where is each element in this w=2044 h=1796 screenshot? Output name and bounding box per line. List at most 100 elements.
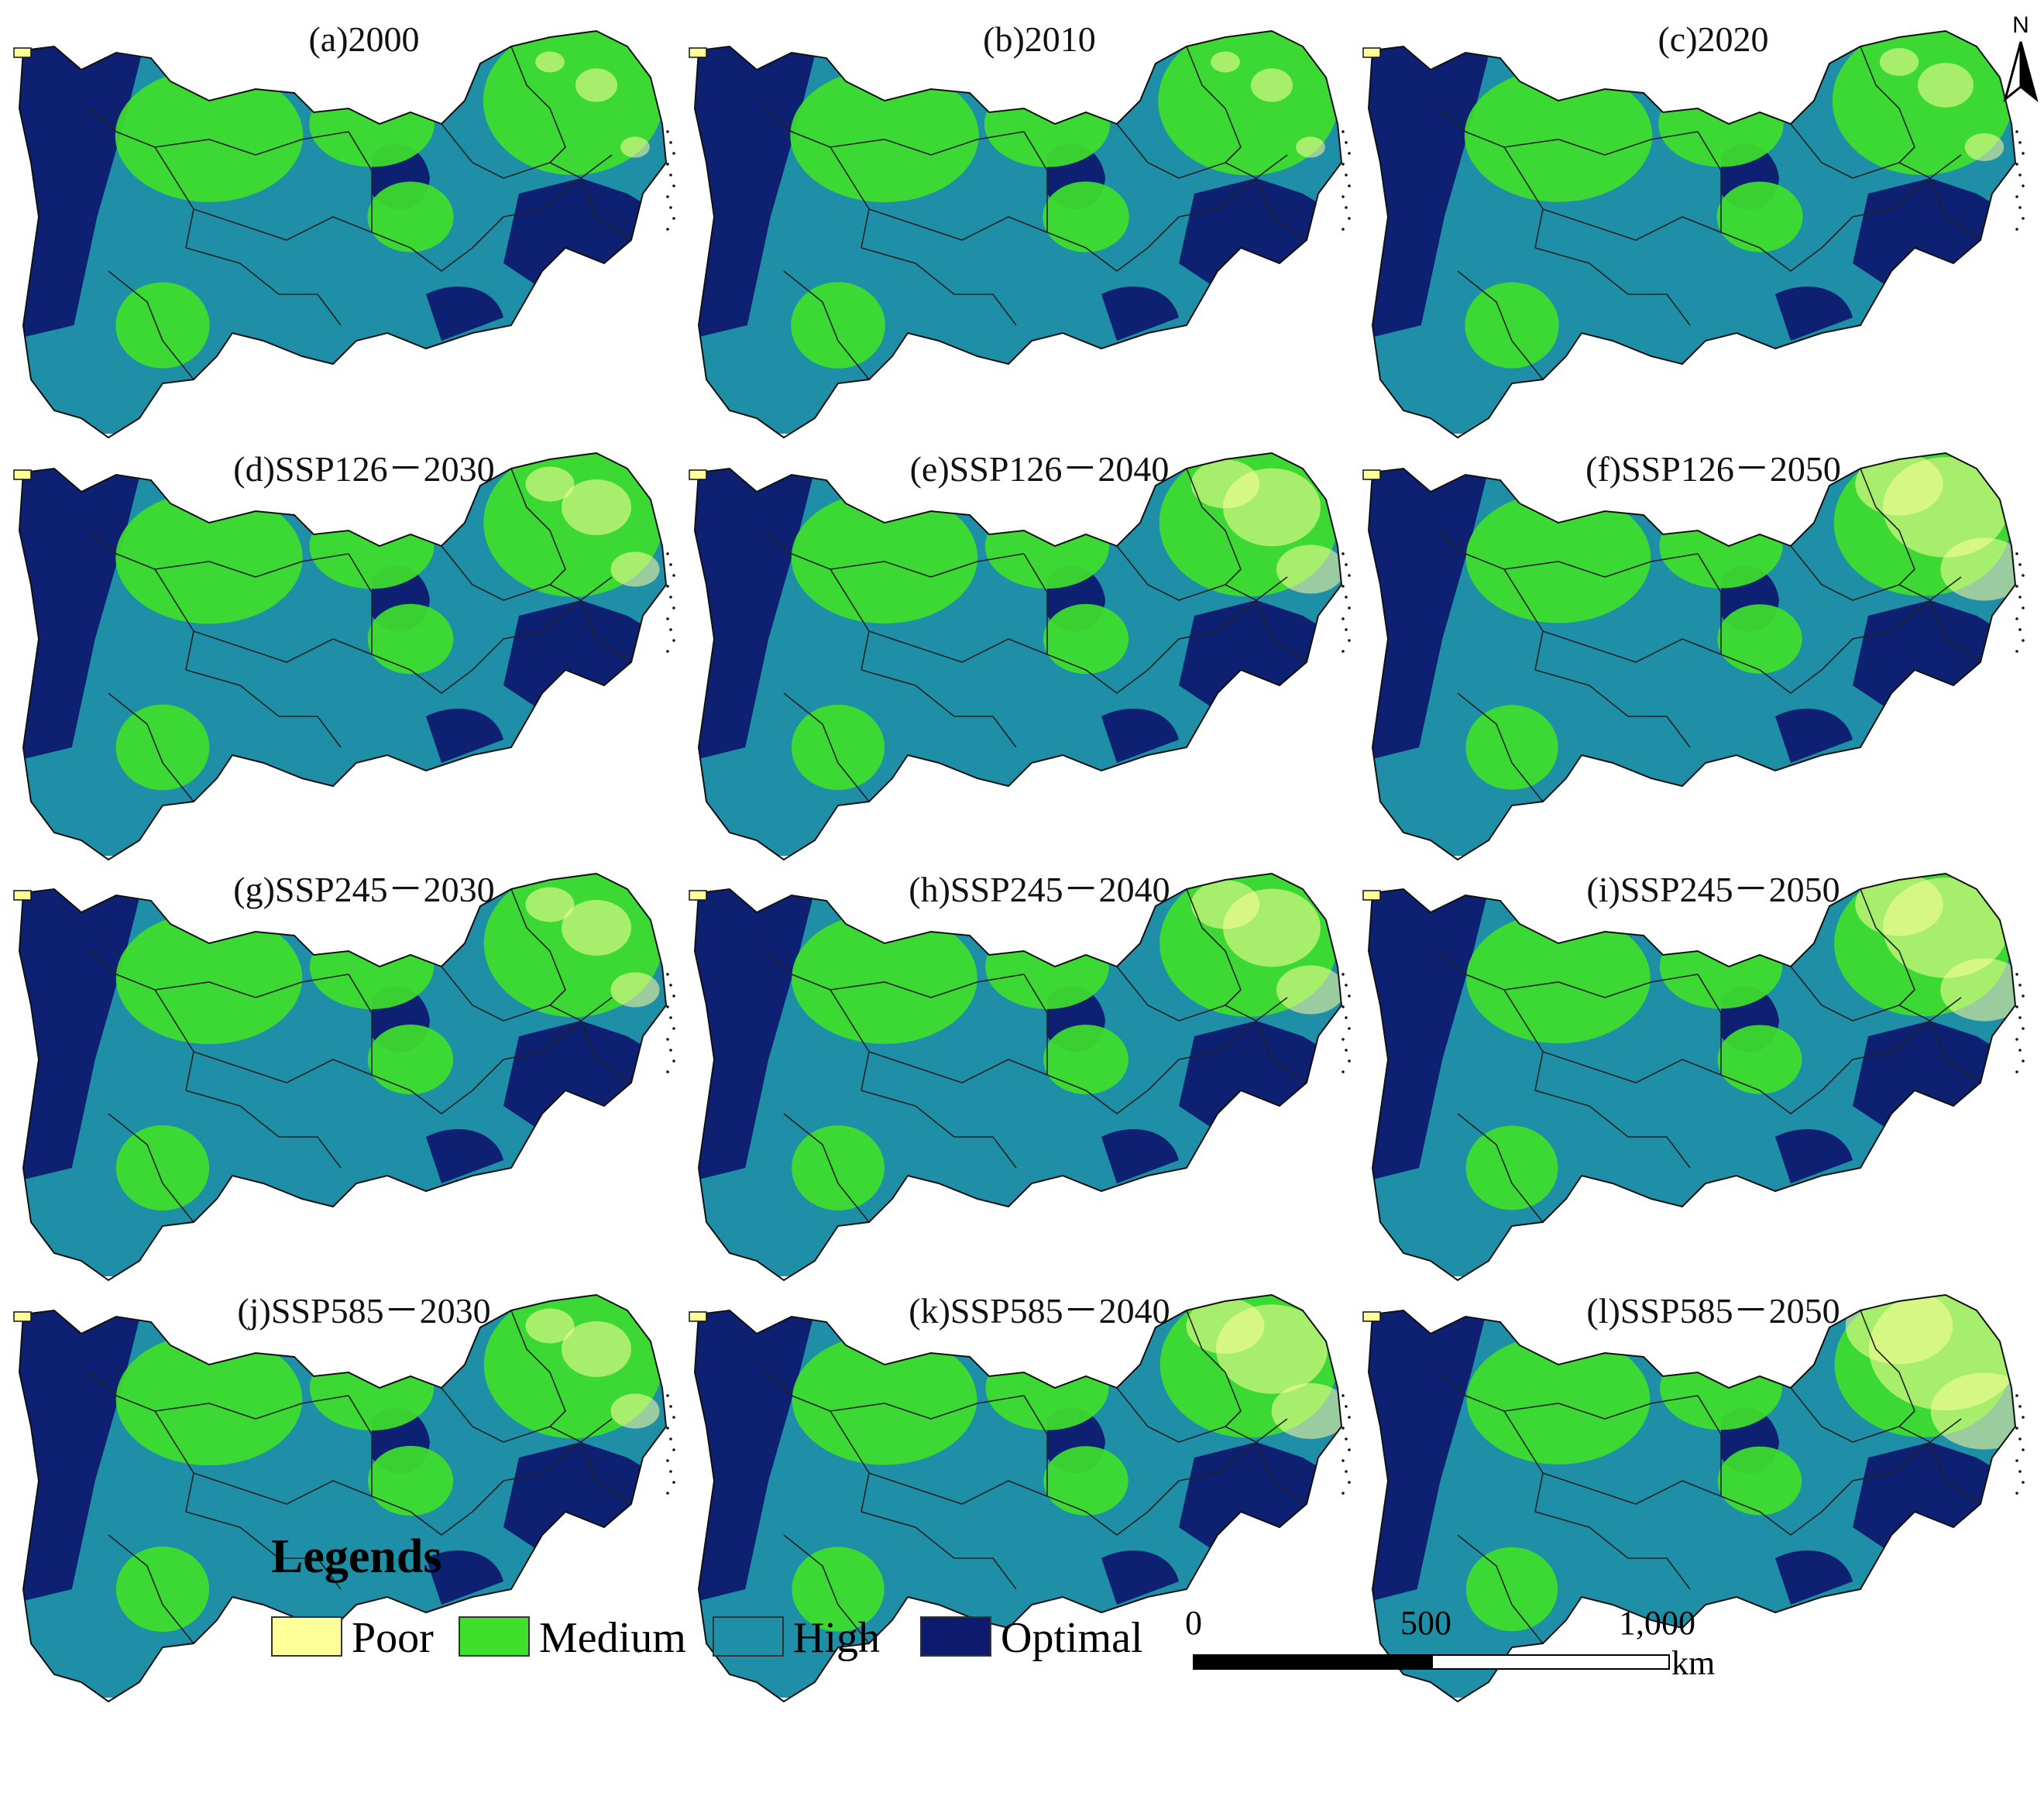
province-boundary — [1116, 545, 1288, 601]
island — [1348, 217, 1351, 220]
panel-title: (a)2000 — [308, 19, 420, 59]
island — [1345, 1049, 1348, 1052]
province-boundary — [1186, 888, 1242, 1006]
map-panel: (h)SSP245－2040 — [683, 858, 1351, 1282]
zone-medium-basin — [1466, 1334, 1651, 1465]
island — [2015, 585, 2018, 588]
province-boundary — [783, 1113, 870, 1223]
province-boundary — [88, 1372, 194, 1513]
island — [2018, 1470, 2022, 1473]
province-boundary — [783, 270, 870, 380]
province-boundary — [861, 247, 1017, 326]
province-boundary — [1860, 468, 1915, 586]
province-boundary — [1503, 553, 1699, 578]
province-boundary — [1186, 1310, 1242, 1427]
island — [666, 1038, 669, 1041]
map-panel: (c)2020 — [1357, 15, 2025, 439]
island — [669, 1405, 672, 1408]
province-boundary — [1457, 692, 1544, 802]
panel-title: (d)SSP126－2030 — [233, 449, 495, 489]
zone-poor-corner — [13, 890, 32, 901]
island — [672, 994, 675, 998]
map-panel: (a)2000 — [8, 15, 675, 439]
island — [672, 1448, 675, 1451]
island — [1341, 552, 1345, 555]
zone-medium-basin — [792, 912, 977, 1044]
legend-label-medium: Medium — [539, 1614, 686, 1662]
region-outline — [693, 29, 1343, 439]
island — [672, 184, 675, 187]
island — [672, 606, 675, 610]
zone-poor-corner — [13, 1311, 32, 1322]
zone-poor — [525, 466, 575, 502]
zone-optimal-south — [1101, 287, 1179, 341]
province-boundary — [1790, 545, 1962, 601]
province-boundary — [1147, 599, 1257, 671]
region-outline — [18, 1293, 668, 1703]
province-boundary — [1256, 1020, 1307, 1083]
province-boundary — [1534, 247, 1691, 326]
province-boundary — [193, 630, 373, 663]
region-outline — [1367, 1293, 2017, 1703]
province-boundary — [1023, 974, 1149, 1114]
province-boundary — [1534, 1511, 1691, 1590]
province-boundary — [580, 599, 632, 663]
map-panel: (k)SSP585－2040 — [683, 1279, 1351, 1703]
province-boundary — [1821, 177, 1931, 249]
province-boundary — [580, 177, 632, 241]
zone-medium-central — [1717, 604, 1802, 674]
zone-optimal-west — [19, 453, 149, 763]
island — [1348, 994, 1351, 998]
legend-swatch-medium — [459, 1616, 530, 1657]
island — [1345, 141, 1348, 144]
zone-poor — [1251, 68, 1293, 102]
zone-poor — [1190, 880, 1260, 929]
panel-title: (e)SSP126－2040 — [909, 449, 1170, 489]
province-boundary — [1542, 630, 1722, 663]
province-boundary — [185, 669, 342, 748]
province-boundary — [1147, 1441, 1257, 1513]
province-boundary — [1534, 669, 1691, 748]
panel-title: (f)SSP126－2050 — [1585, 449, 1841, 489]
zone-optimal-west — [695, 453, 823, 763]
suitability-map — [689, 1293, 1351, 1703]
island — [2022, 1059, 2025, 1063]
province-boundary — [510, 46, 566, 163]
island — [666, 617, 669, 620]
zone-medium-south — [1465, 1125, 1558, 1210]
legend-label-poor: Poor — [352, 1614, 434, 1662]
island — [2018, 1437, 2022, 1441]
island — [669, 1049, 672, 1052]
island — [1341, 1492, 1345, 1495]
island — [669, 1016, 672, 1019]
province-boundary — [1023, 131, 1149, 272]
province-boundary — [580, 1441, 632, 1505]
suitability-map — [1362, 452, 2025, 861]
zone-poor-corner — [689, 47, 707, 58]
island — [2015, 1005, 2018, 1008]
island — [1345, 1016, 1348, 1019]
zone-medium-basin — [115, 1333, 303, 1466]
province-boundary — [1860, 888, 1915, 1006]
province-boundary — [193, 208, 373, 241]
island — [1341, 195, 1345, 198]
zone-poor-corner — [1362, 1311, 1381, 1322]
island — [2022, 1027, 2025, 1030]
zone-poor — [562, 479, 631, 535]
province-boundary — [1790, 1387, 1962, 1443]
zone-poor — [535, 51, 565, 73]
island — [669, 596, 672, 599]
island — [1348, 639, 1351, 642]
island — [2015, 1394, 2018, 1397]
zone-medium-central — [1717, 1446, 1802, 1516]
zone-medium-plain — [984, 503, 1110, 589]
island — [1341, 1005, 1345, 1008]
suitability-map — [689, 452, 1351, 861]
island — [2022, 639, 2025, 642]
province-boundary — [1147, 1020, 1257, 1091]
zone-medium-plain — [309, 81, 435, 167]
island — [672, 1059, 675, 1063]
region-outline — [693, 452, 1343, 861]
province-boundary — [868, 1051, 1048, 1083]
